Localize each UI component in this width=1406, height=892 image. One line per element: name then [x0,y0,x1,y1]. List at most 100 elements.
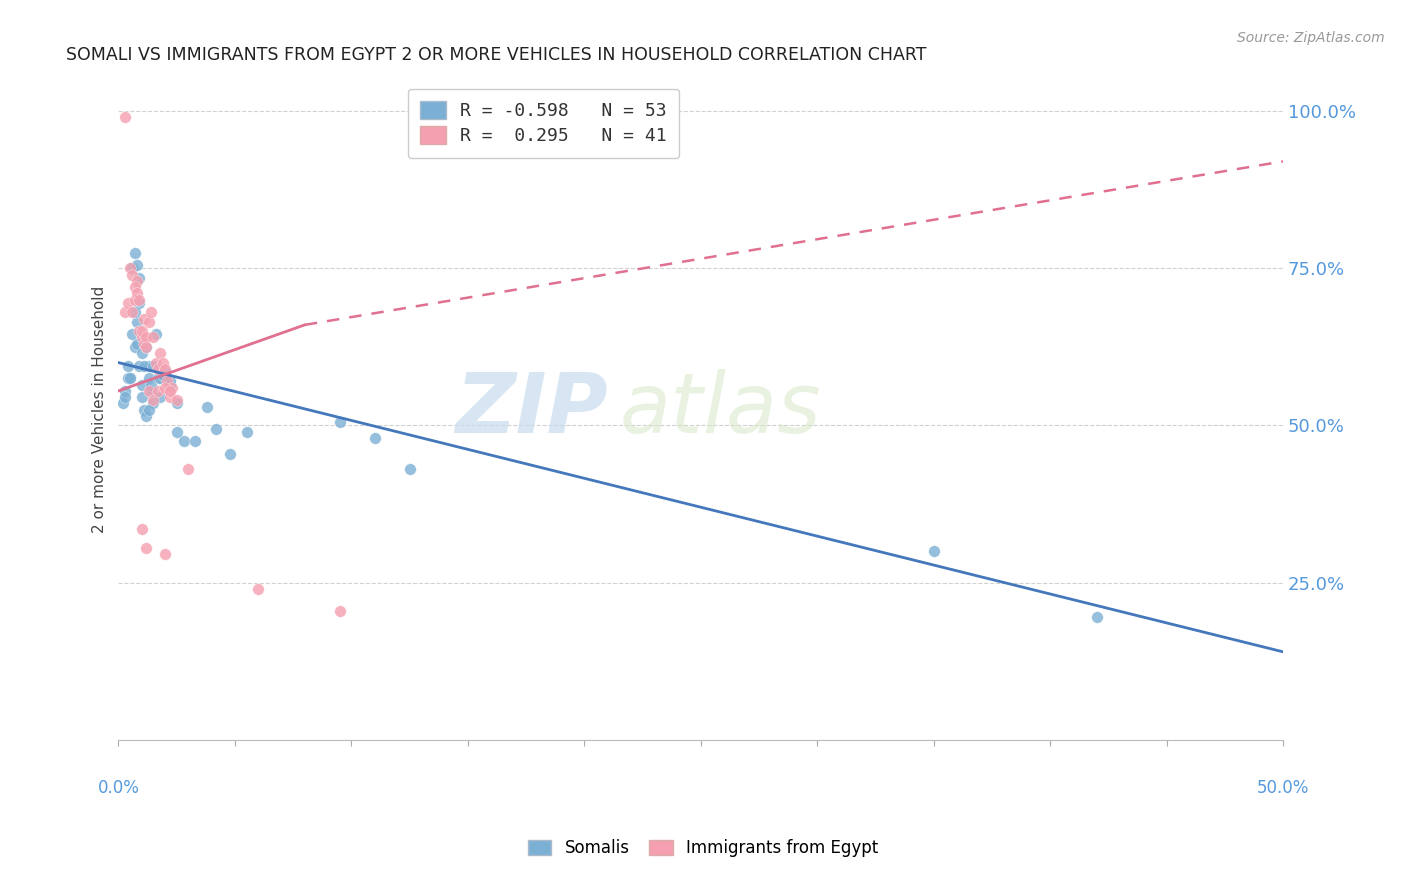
Point [145,327,167,342]
Point [121,327,143,342]
Point [121,268,143,282]
Point [329,415,352,429]
Point [153,362,176,376]
Point [121,261,143,276]
Point [131,390,153,404]
Point [112,396,135,410]
Point [117,359,139,373]
Point [922,544,945,558]
Legend: Somalis, Immigrants from Egypt: Somalis, Immigrants from Egypt [519,831,887,866]
Point [159,384,181,398]
Point [329,604,352,618]
Point [135,340,157,354]
Point [160,381,183,395]
Point [138,384,160,398]
Point [117,296,139,310]
Point [138,371,160,385]
Point [124,340,146,354]
Point [166,393,188,408]
Point [128,296,150,310]
Point [135,541,157,555]
Text: atlas: atlas [619,369,821,450]
Point [153,381,176,395]
Point [131,377,153,392]
Point [121,305,143,319]
Point [142,330,165,344]
Point [131,330,153,344]
Point [132,311,155,326]
Point [125,336,148,351]
Point [159,390,181,404]
Point [125,315,148,329]
Point [146,362,169,376]
Point [135,409,157,423]
Legend: R = -0.598   N = 53, R =  0.295   N = 41: R = -0.598 N = 53, R = 0.295 N = 41 [408,88,679,158]
Point [184,434,207,449]
Point [124,293,146,307]
Point [120,371,142,385]
Point [138,315,160,329]
Point [132,359,155,373]
Y-axis label: 2 or more Vehicles in Household: 2 or more Vehicles in Household [93,286,107,533]
Point [142,359,165,373]
Point [159,377,181,392]
Point [156,375,179,389]
Text: 50.0%: 50.0% [1257,779,1309,797]
Point [142,393,165,408]
Point [139,305,162,319]
Point [132,336,155,351]
Point [145,355,167,369]
Point [131,522,153,536]
Point [125,258,148,272]
Point [135,330,157,344]
Point [139,384,162,398]
Point [138,402,160,417]
Point [114,111,136,125]
Point [131,324,153,338]
Point [132,402,155,417]
Point [128,324,150,338]
Point [166,425,188,439]
Point [125,286,148,301]
Point [166,396,188,410]
Point [114,384,136,398]
Point [363,431,385,445]
Point [128,359,150,373]
Text: Source: ZipAtlas.com: Source: ZipAtlas.com [1237,31,1385,45]
Point [114,390,136,404]
Point [149,371,172,385]
Point [146,371,169,385]
Point [124,245,146,260]
Point [153,365,176,379]
Point [139,377,162,392]
Point [398,462,420,476]
Point [142,396,165,410]
Point [135,340,157,354]
Point [125,274,148,288]
Point [146,384,169,398]
Point [195,400,218,414]
Text: 0.0%: 0.0% [97,779,139,797]
Point [117,371,139,385]
Point [177,462,200,476]
Point [149,346,172,360]
Text: ZIP: ZIP [456,369,607,450]
Point [205,422,228,436]
Point [152,368,174,383]
Point [120,261,142,276]
Point [152,355,174,369]
Point [235,425,257,439]
Point [128,270,150,285]
Point [128,293,150,307]
Point [1085,610,1108,624]
Point [247,582,270,596]
Point [153,547,176,561]
Point [124,305,146,319]
Point [114,305,136,319]
Point [173,434,195,449]
Point [124,280,146,294]
Point [219,447,242,461]
Point [159,375,181,389]
Text: SOMALI VS IMMIGRANTS FROM EGYPT 2 OR MORE VEHICLES IN HOUSEHOLD CORRELATION CHAR: SOMALI VS IMMIGRANTS FROM EGYPT 2 OR MOR… [66,46,927,64]
Point [120,371,142,385]
